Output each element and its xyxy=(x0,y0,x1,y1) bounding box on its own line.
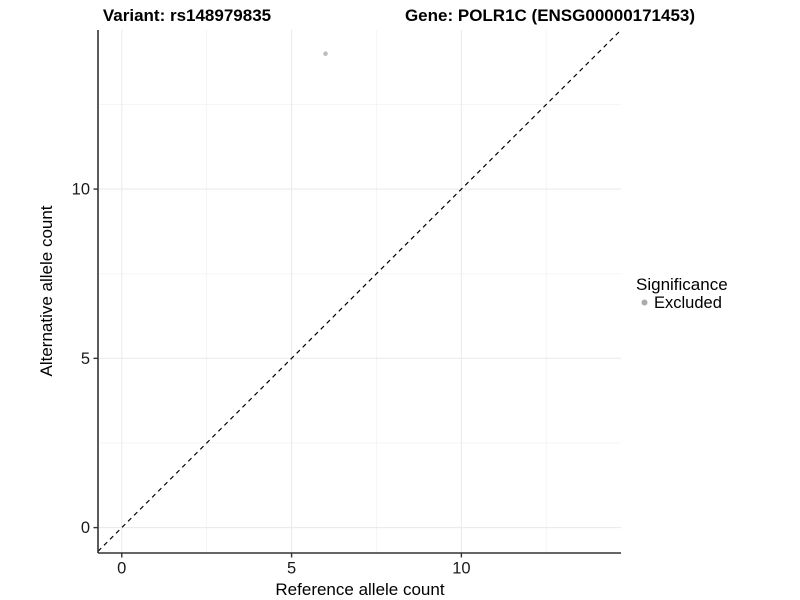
tick-labels: 0 5 10 0 5 10 xyxy=(72,181,471,578)
variant-title: Variant: rs148979835 xyxy=(103,6,271,25)
axes xyxy=(93,30,621,558)
legend: Significance Excluded xyxy=(636,275,728,312)
y-tick-label: 0 xyxy=(81,519,90,537)
x-tick-label: 0 xyxy=(117,560,126,578)
y-tick-label: 5 xyxy=(81,350,90,368)
gene-title: Gene: POLR1C (ENSG00000171453) xyxy=(405,6,695,25)
legend-label-excluded: Excluded xyxy=(654,294,722,312)
identity-reference-line xyxy=(97,29,622,552)
identity-line xyxy=(97,29,622,552)
x-axis-title: Reference allele count xyxy=(275,580,444,599)
legend-title: Significance xyxy=(636,275,728,294)
data-point-excluded xyxy=(323,51,328,56)
legend-key-excluded-dot xyxy=(641,299,648,306)
gridlines xyxy=(98,30,621,553)
y-axis-title: Alternative allele count xyxy=(37,205,56,376)
x-tick-label: 10 xyxy=(452,560,470,578)
data-points xyxy=(323,51,328,56)
y-tick-label: 10 xyxy=(72,181,90,199)
x-tick-label: 5 xyxy=(287,560,296,578)
